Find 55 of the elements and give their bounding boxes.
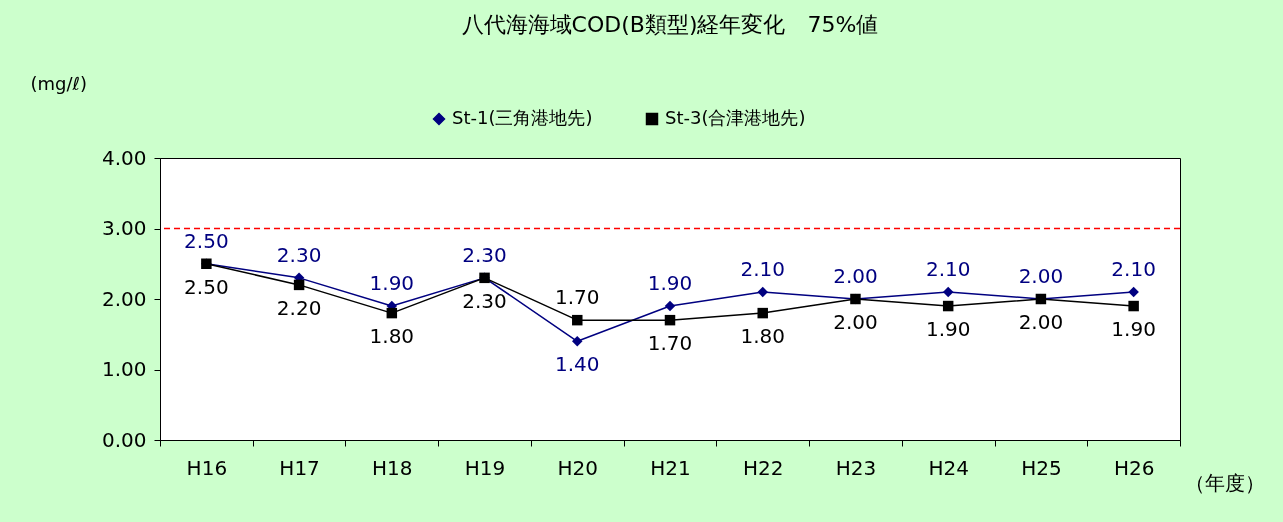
x-tick-label: H16 [186,455,228,480]
point [757,286,768,298]
data-label: 2.50 [184,228,229,253]
data-label: 2.00 [833,264,878,288]
point [293,279,305,291]
y-tick-label: 2.00 [101,286,147,311]
data-label: 1.90 [925,317,971,342]
x-axis-title: （年度） [1184,470,1265,495]
data-label: 1.70 [647,331,693,356]
data-label: 2.50 [184,274,229,299]
point [386,307,398,319]
data-label: 2.30 [462,288,507,313]
x-tick-label: H26 [1113,455,1155,480]
x-tick-label: H21 [650,455,691,480]
x-tick-label: H19 [464,455,506,480]
point [942,286,954,298]
data-label: 1.40 [555,352,600,377]
x-tick-label: H24 [928,455,969,480]
data-label: 2.30 [462,242,507,267]
data-label: 1.90 [369,271,415,296]
data-label: 2.00 [1018,264,1064,288]
point [1128,300,1139,312]
data-label: 2.10 [925,256,971,281]
y-tick-label: 1.00 [101,357,147,381]
data-label: 2.10 [740,256,785,281]
point [1128,286,1139,298]
x-tick-label: H25 [1021,455,1062,480]
data-label: 1.90 [647,271,693,296]
x-tick-label: H22 [742,455,784,480]
y-tick-label: 0.00 [101,427,147,452]
point [572,336,583,347]
data-label: 2.10 [1111,256,1156,281]
data-label: 2.00 [1018,310,1064,334]
legend-label: St-1(三角港地先) [452,107,593,128]
x-tick-label: H17 [279,455,320,480]
data-label: 2.30 [276,242,322,267]
data-label: 2.20 [276,295,322,320]
point [664,300,676,312]
x-tick-label: H23 [835,455,877,480]
x-tick-label: H20 [557,455,599,480]
legend-label: St-3(合津港地先) [665,107,806,128]
chart-title: 八代海海域COD(B類型)経年変化 75%値 [461,12,879,37]
y-axis-title: (mg/ℓ) [30,72,88,94]
data-label: 1.70 [555,285,600,310]
data-label: 1.80 [369,324,415,349]
data-label: 1.80 [740,324,785,349]
point [757,307,768,319]
point [664,314,676,326]
point [942,300,954,312]
point [572,314,583,326]
data-label: 2.00 [833,310,878,334]
y-tick-label: 3.00 [101,216,147,240]
data-label: 1.90 [1111,317,1156,342]
x-tick-label: H18 [372,455,413,480]
y-tick-label: 4.00 [101,145,147,170]
